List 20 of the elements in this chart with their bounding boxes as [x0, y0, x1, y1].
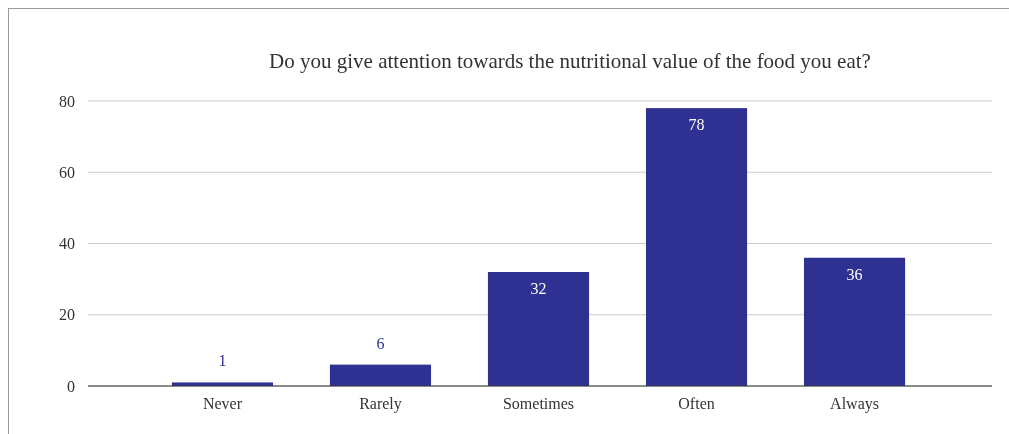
y-tick-label: 40: [59, 235, 75, 253]
bar: [329, 364, 432, 386]
data-label: 6: [376, 334, 385, 352]
data-label: 78: [688, 116, 705, 134]
data-label: 32: [530, 280, 547, 297]
chart-title: Do you give attention towards the nutritional value of the food you eat?: [269, 49, 871, 73]
x-tick-label: Often: [678, 395, 715, 413]
x-tick-label: Always: [830, 395, 879, 414]
x-tick-label: Sometimes: [502, 395, 575, 413]
y-tick-label: 60: [59, 163, 75, 181]
y-tick-label: 80: [59, 92, 75, 110]
bar: [803, 257, 906, 386]
y-tick-label: 0: [67, 377, 75, 395]
bar: [645, 108, 748, 386]
data-label: 36: [846, 265, 863, 283]
x-tick-label: Never: [202, 395, 243, 413]
data-label: 1: [218, 352, 227, 370]
x-tick-label: Rarely: [359, 395, 402, 414]
y-tick-label: 20: [59, 306, 75, 324]
bar: [487, 272, 590, 386]
